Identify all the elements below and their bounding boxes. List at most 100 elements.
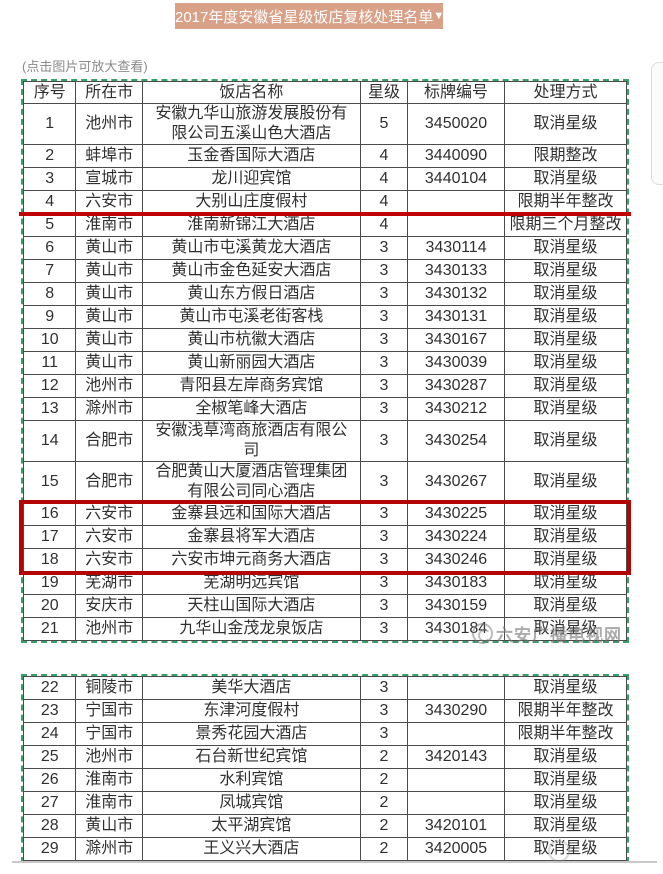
- table-cell: 限期整改: [503, 144, 628, 168]
- table-cell: 13: [22, 397, 77, 421]
- hotel-table-image-block-2[interactable]: 22 铜陵市 美华大酒店 3 取消星级 23 宁国市 东津河度假村 3 3430290 限期半年整改…: [21, 674, 629, 863]
- table-cell: 六安市坤元商务大酒店: [141, 548, 361, 572]
- table-cell: 黄山市: [75, 282, 143, 306]
- table-cell: 3: [359, 397, 409, 421]
- table-cell: 取消星级: [503, 814, 628, 838]
- table-row: 1 池州市 安徽九华山旅游发展股份有限公司五溪山色大酒店 5 3450020 取消星级: [22, 103, 628, 145]
- table-cell: 3: [359, 594, 409, 618]
- table-row: 2 蚌埠市 玉金香国际大酒店 4 3440090 限期整改: [22, 144, 628, 168]
- table-cell: 淮南新锦江大酒店: [141, 213, 361, 237]
- table-cell: 1: [22, 103, 77, 145]
- chevron-down-icon[interactable]: ▼: [433, 10, 445, 22]
- table-cell: 取消星级: [503, 282, 628, 306]
- table-cell: 宁国市: [75, 722, 143, 746]
- table-cell: 7: [22, 259, 77, 283]
- table-cell: 太平湖宾馆: [141, 814, 361, 838]
- table-cell: 14: [22, 420, 77, 462]
- table-cell: 3: [359, 722, 409, 746]
- table-cell: 取消星级: [503, 617, 628, 641]
- table-cell: 限期半年整改: [503, 722, 628, 746]
- column-header: 序号: [22, 81, 77, 104]
- hotel-table-1: 序号 所在市 饭店名称 星级 标牌编号 处理方式 1 池州市 安徽九华山旅游发展股份有限公司五…: [22, 81, 628, 641]
- hotel-table-2: 22 铜陵市 美华大酒店 3 取消星级 23 宁国市 东津河度假村 3 3430290 限期半年整改…: [22, 676, 628, 861]
- red-underline-annotation: [19, 211, 631, 216]
- table-cell: 4: [359, 190, 409, 214]
- table-body-2: 22 铜陵市 美华大酒店 3 取消星级 23 宁国市 东津河度假村 3 3430290 限期半年整改…: [22, 676, 628, 861]
- table-cell: 取消星级: [503, 461, 628, 503]
- table-row: 27 淮南市 凤城宾馆 2 取消星级: [22, 791, 628, 815]
- table-cell: 取消星级: [503, 167, 628, 191]
- table-cell: 3: [359, 548, 409, 572]
- table-cell: 取消星级: [503, 791, 628, 815]
- table-cell: 3: [359, 236, 409, 260]
- column-header: 处理方式: [503, 81, 628, 104]
- table-cell: 池州市: [75, 745, 143, 769]
- table-cell: 安庆市: [75, 594, 143, 618]
- table-cell: 美华大酒店: [141, 676, 361, 700]
- table-cell: 取消星级: [503, 676, 628, 700]
- table-row: 12 池州市 青阳县左岸商务宾馆 3 3430287 取消星级: [22, 374, 628, 398]
- table-row: 24 宁国市 景秀花园大酒店 3 限期半年整改: [22, 722, 628, 746]
- table-cell: 3: [359, 502, 409, 526]
- table-cell: 淮南市: [75, 768, 143, 792]
- table-cell: 2: [22, 144, 77, 168]
- table-cell: 11: [22, 351, 77, 375]
- zoom-hint-text: (点击图片可放大查看): [22, 59, 148, 74]
- table-cell: 2: [359, 814, 409, 838]
- table-cell: 3: [359, 259, 409, 283]
- table-cell: 黄山市: [75, 259, 143, 283]
- table-cell: 合肥市: [75, 461, 143, 503]
- table-cell: 3: [359, 305, 409, 329]
- table-cell: 24: [22, 722, 77, 746]
- table-cell: 3440104: [407, 167, 505, 191]
- table-cell: 六安市: [75, 525, 143, 549]
- table-cell: 滁州市: [75, 397, 143, 421]
- table-cell: 六安市: [75, 190, 143, 214]
- table-cell: 淮南市: [75, 791, 143, 815]
- table-cell: 黄山市金色延安大酒店: [141, 259, 361, 283]
- table-cell: 取消星级: [503, 502, 628, 526]
- table-cell: 3430133: [407, 259, 505, 283]
- table-cell: 芜湖市: [75, 571, 143, 595]
- table-cell: 玉金香国际大酒店: [141, 144, 361, 168]
- table-cell: 3440090: [407, 144, 505, 168]
- table-cell: 取消星级: [503, 768, 628, 792]
- article-title-button[interactable]: 2017年度安徽省星级饭店复核处理名单 ▼: [175, 3, 445, 29]
- table-row: 29 滁州市 王义兴大酒店 2 3420005 取消星级: [22, 837, 628, 861]
- table-cell: 黄山市屯溪老街客栈: [141, 305, 361, 329]
- table-cell: 3430225: [407, 502, 505, 526]
- table-cell: 3: [359, 676, 409, 700]
- table-cell: [407, 190, 505, 214]
- table-cell: 3: [359, 328, 409, 352]
- table-row: 22 铜陵市 美华大酒店 3 取消星级: [22, 676, 628, 700]
- table-cell: 黄山市屯溪黄龙大酒店: [141, 236, 361, 260]
- table-cell: 限期三个月整改: [503, 213, 628, 237]
- table-cell: 取消星级: [503, 420, 628, 462]
- table-cell: 27: [22, 791, 77, 815]
- table-cell: 3430039: [407, 351, 505, 375]
- table-cell: 3420005: [407, 837, 505, 861]
- hotel-table-image-block-1[interactable]: 序号 所在市 饭店名称 星级 标牌编号 处理方式 1 池州市 安徽九华山旅游发展股份有限公司五…: [21, 79, 629, 643]
- table-cell: 天柱山国际大酒店: [141, 594, 361, 618]
- table-cell: 3: [359, 699, 409, 723]
- table-cell: 大别山庄度假村: [141, 190, 361, 214]
- table-cell: 28: [22, 814, 77, 838]
- table-cell: 蚌埠市: [75, 144, 143, 168]
- table-cell: 黄山新丽园大酒店: [141, 351, 361, 375]
- watermark-logo-icon-partial: [548, 840, 570, 862]
- table-cell: 5: [22, 213, 77, 237]
- table-cell: 取消星级: [503, 745, 628, 769]
- table-cell: 3: [359, 525, 409, 549]
- table-row: 18 六安市 六安市坤元商务大酒店 3 3430246 取消星级: [22, 548, 628, 572]
- table-row: 20 安庆市 天柱山国际大酒店 3 3430159 取消星级: [22, 594, 628, 618]
- table-cell: 22: [22, 676, 77, 700]
- table-cell: 九华山金茂龙泉饭店: [141, 617, 361, 641]
- table-cell: 取消星级: [503, 594, 628, 618]
- table-cell: [407, 676, 505, 700]
- table-row: 10 黄山市 黄山市杭徽大酒店 3 3430167 取消星级: [22, 328, 628, 352]
- table-cell: 4: [359, 144, 409, 168]
- table-row: 8 黄山市 黄山东方假日酒店 3 3430132 取消星级: [22, 282, 628, 306]
- table-cell: 3: [359, 282, 409, 306]
- table-cell: 20: [22, 594, 77, 618]
- watermark-text: 六安广播电视网: [496, 626, 622, 645]
